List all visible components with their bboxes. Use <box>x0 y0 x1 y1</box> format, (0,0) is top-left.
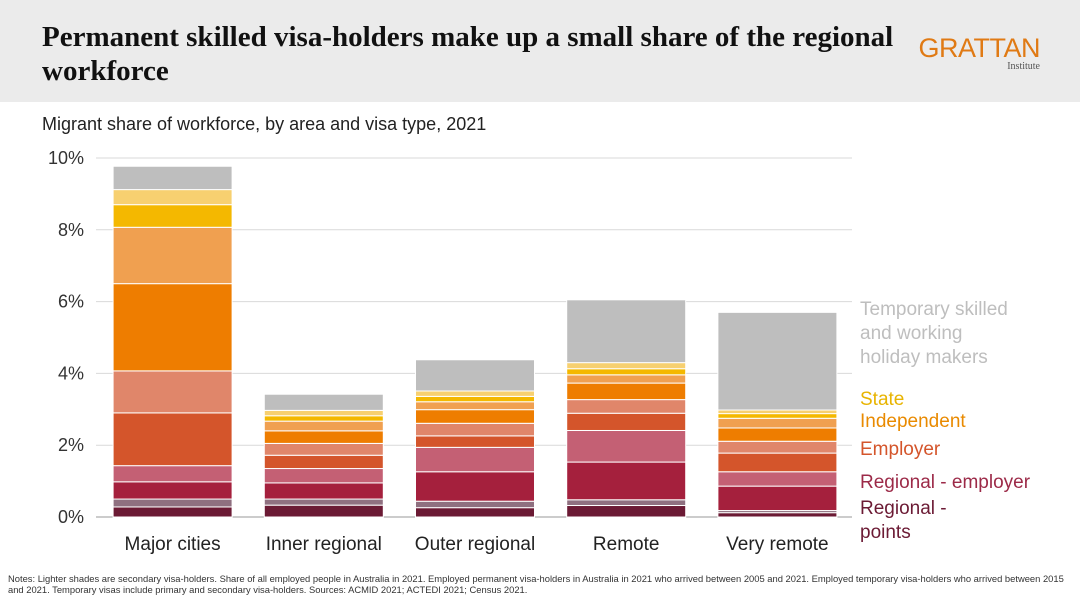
bar-segment <box>263 393 384 411</box>
bar-segment <box>717 485 838 512</box>
chart-notes: Notes: Lighter shades are secondary visa… <box>8 573 1064 595</box>
bar-segment <box>415 401 535 411</box>
stacked-bar-chart: 0% 2% 4% 6% 8% 10% Major cities Inner regional O… <box>48 148 1031 555</box>
bar-segment <box>415 471 535 502</box>
bar-segment <box>566 399 687 414</box>
legend-label: Independent <box>860 411 966 432</box>
logo-subtext: Institute <box>1007 61 1040 72</box>
legend-label: Regional -points <box>860 498 947 543</box>
bar-segment <box>717 417 838 429</box>
bar-segment <box>717 427 838 442</box>
bar-segment <box>415 422 535 437</box>
y-tick-label: 10% <box>48 148 84 168</box>
y-tick-label: 2% <box>58 435 84 455</box>
x-tick-label: Remote <box>593 534 660 555</box>
bar-segment <box>717 471 838 487</box>
bar-segment <box>415 446 535 473</box>
bar-segment <box>112 370 233 414</box>
bar-segment <box>263 498 384 506</box>
bar-segment <box>717 413 838 419</box>
bar-segment <box>112 465 233 483</box>
bar-segment <box>415 500 535 509</box>
bar-segment <box>717 311 838 411</box>
bar-segment <box>566 412 687 431</box>
bar-segment <box>263 442 384 456</box>
bar-segment <box>415 395 535 403</box>
bar-segment <box>566 461 687 501</box>
y-tick-label: 6% <box>58 292 84 312</box>
bar-segment <box>112 506 233 518</box>
bar-segment <box>112 226 233 285</box>
y-tick-label: 4% <box>58 363 84 383</box>
bar-segment <box>263 482 384 500</box>
y-tick-label: 0% <box>58 507 84 527</box>
bar-segment <box>566 382 687 401</box>
bar-segment <box>566 299 687 364</box>
bar-segment <box>112 412 233 467</box>
bar-segment <box>415 409 535 424</box>
bar-segment <box>717 440 838 454</box>
bar-segment <box>263 415 384 422</box>
y-tick-label: 8% <box>58 220 84 240</box>
bar-segment <box>566 368 687 376</box>
bar-segment <box>566 374 687 384</box>
bar-segment <box>112 204 233 228</box>
bar-segment <box>566 505 687 518</box>
header-banner: Permanent skilled visa-holders make up a… <box>0 0 1080 102</box>
chart-subtitle: Migrant share of workforce, by area and … <box>42 114 487 134</box>
bar-segment <box>263 504 384 518</box>
bar-segment <box>263 409 384 417</box>
bar-segment <box>566 362 687 370</box>
bar-segment <box>717 409 838 415</box>
logo-text: GRATTAN <box>918 33 1041 63</box>
bar-segment <box>717 512 838 518</box>
bar-segment <box>566 499 687 507</box>
bar-segment <box>263 420 384 432</box>
legend-label: State <box>860 389 904 410</box>
bar-segment <box>112 498 233 508</box>
bar-segment <box>112 481 233 500</box>
bar-segment <box>566 429 687 463</box>
bar-segment <box>263 454 384 470</box>
chart-title: Permanent skilled visa-holders make up a… <box>42 21 894 87</box>
bar-segment <box>415 390 535 397</box>
bar-segment <box>717 452 838 473</box>
grattan-logo: GRATTAN Institute <box>908 33 1041 73</box>
x-tick-label: Very remote <box>726 534 828 555</box>
bar-segment <box>415 435 535 448</box>
legend-label: Employer <box>860 439 941 460</box>
bar-segment <box>415 507 535 518</box>
bar-segment <box>112 165 233 191</box>
x-tick-label: Outer regional <box>415 534 535 555</box>
bar-segment <box>263 468 384 484</box>
bar-segment <box>112 189 233 206</box>
bar-segment <box>112 283 233 372</box>
legend-label: Regional - employer <box>860 472 1031 493</box>
x-tick-label: Major cities <box>125 534 221 555</box>
bar-segment <box>415 359 535 392</box>
legend-label: Temporary skilled and working holiday make… <box>860 299 1008 368</box>
x-tick-label: Inner regional <box>266 534 382 555</box>
bar-segment <box>263 430 384 444</box>
